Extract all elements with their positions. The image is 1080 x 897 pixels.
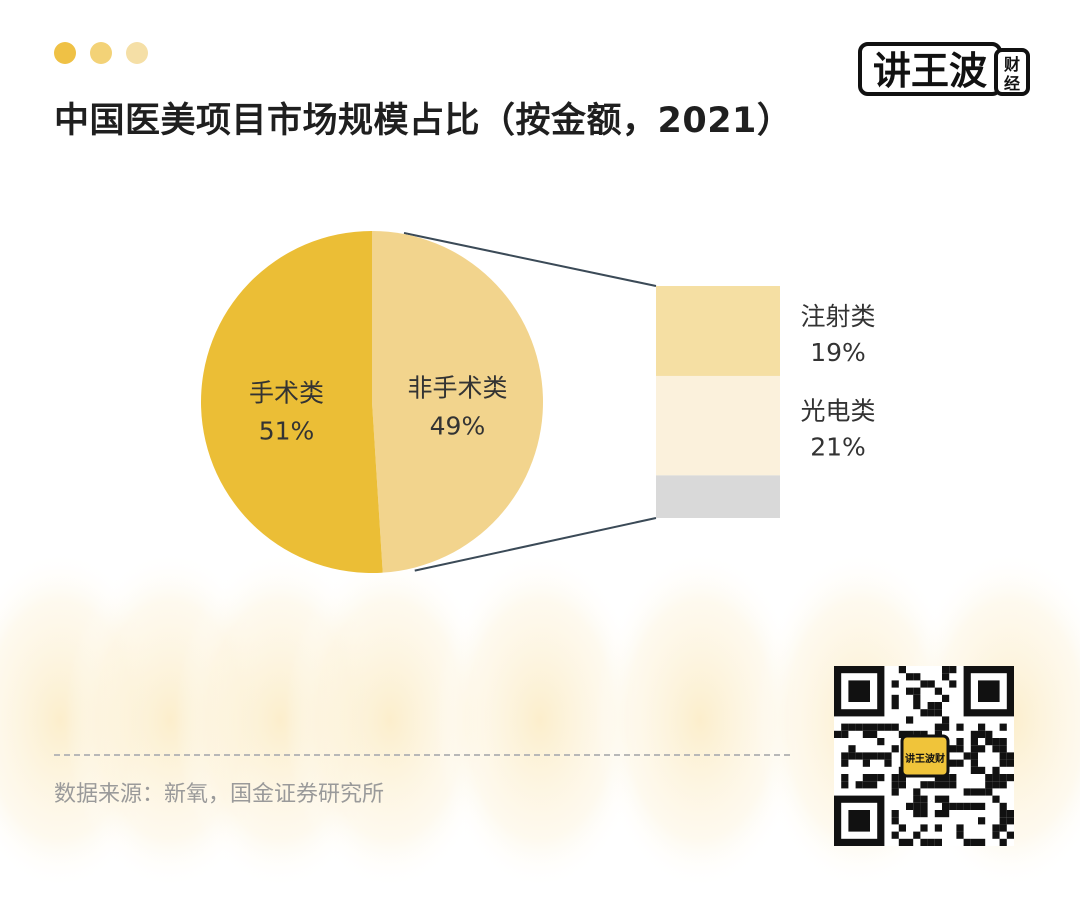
dot-3 <box>126 42 148 64</box>
qr-code[interactable]: 讲王波财 <box>834 666 1014 846</box>
logo-text: 讲王波 <box>873 49 987 93</box>
breakdown-label-0: 注射类 <box>800 302 875 331</box>
connector-bottom <box>414 517 657 572</box>
breakdown-bar <box>656 286 780 518</box>
breakdown-segment-1 <box>656 375 780 476</box>
connector-top <box>403 232 657 287</box>
breakdown-segment-0 <box>656 286 780 376</box>
qr-center-label: 讲王波财 <box>905 752 945 765</box>
glow-4 <box>435 550 645 890</box>
slice-value-label-1: 49% <box>430 411 486 440</box>
breakdown-segment-2 <box>656 475 780 518</box>
slice-label-0: 手术类 <box>249 379 324 408</box>
glow-5 <box>595 550 805 890</box>
chart-labels: 非手术类 49% 手术类 51% 注射类 19% 光电类 21% <box>249 302 875 462</box>
logo-suffix-2: 经 <box>1004 74 1020 93</box>
dot-1 <box>54 42 76 64</box>
slice-label-1: 非手术类 <box>407 373 507 402</box>
breakdown-value-label-1: 21% <box>810 433 866 462</box>
breakdown-value-label-0: 19% <box>810 338 866 367</box>
pie-slice-0 <box>201 231 383 574</box>
footer-divider <box>54 754 790 756</box>
pie-slices <box>201 231 544 574</box>
slice-value-label-0: 51% <box>259 417 315 446</box>
pie-slice-1 <box>372 231 544 573</box>
logo-suffix-1: 财 <box>1003 55 1020 74</box>
brand-logo: 讲王波 财 经 <box>858 42 1030 96</box>
glow-3 <box>285 550 495 890</box>
dot-2 <box>90 42 112 64</box>
window-dots <box>54 42 148 64</box>
page-title: 中国医美项目市场规模占比（按金额，2021） <box>54 101 793 141</box>
source-note: 数据来源：新氧，国金证券研究所 <box>54 782 385 807</box>
connector-lines <box>403 232 657 572</box>
breakdown-label-1: 光电类 <box>800 397 875 426</box>
